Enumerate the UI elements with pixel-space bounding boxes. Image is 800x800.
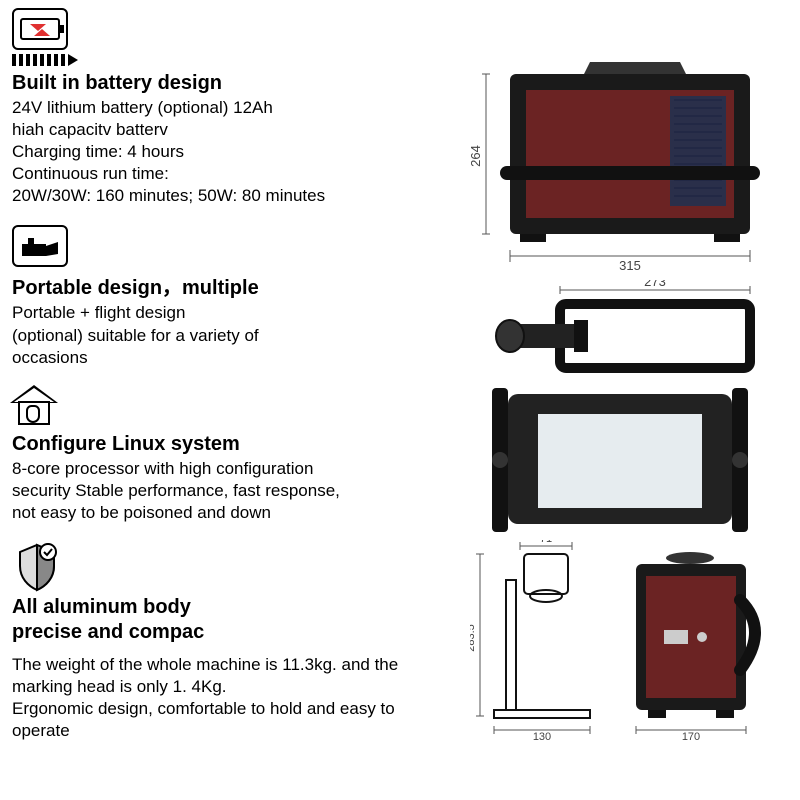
feature-text: (optional) suitable for a variety of — [12, 325, 442, 347]
feature-battery: Built in battery design 24V lithium batt… — [12, 8, 442, 207]
feature-text: not easy to be poisoned and down — [12, 502, 442, 524]
dim-label: 264 — [470, 145, 483, 167]
dim-label: 283.5 — [470, 624, 477, 652]
feature-text: 8-core processor with high configuration — [12, 458, 442, 480]
feature-title: Configure Linux system — [12, 433, 442, 456]
dim-label: 315 — [619, 258, 641, 273]
charge-indicator-icon — [12, 54, 442, 66]
feature-text: The weight of the whole machine is 11.3k… — [12, 654, 442, 676]
feature-text: 20W/30W: 160 minutes; 50W: 80 minutes — [12, 185, 442, 207]
shield-check-icon — [12, 542, 58, 590]
feature-text: operate — [12, 720, 442, 742]
feature-text: Ergonomic design, comfortable to hold an… — [12, 698, 442, 720]
feature-title: All aluminum body — [12, 596, 442, 619]
drawing-front-screen — [470, 380, 770, 540]
dim-label: 130 — [533, 731, 551, 740]
drawing-side-view: 264 315 — [470, 56, 770, 276]
feature-text: Portable + flight design — [12, 302, 442, 324]
feature-title: Portable design，multiple — [12, 271, 442, 300]
house-system-icon — [12, 387, 56, 427]
feature-text: Charging time: 4 hours — [12, 141, 442, 163]
drawing-head-top: 273 — [470, 280, 770, 380]
drawing-bottom-row: 71 283.5 130 — [470, 540, 770, 740]
feature-text: security Stable performance, fast respon… — [12, 480, 442, 502]
feature-text: Continuous run time: — [12, 163, 442, 185]
feature-portable: Portable design，multiple Portable + flig… — [12, 225, 442, 368]
feature-text: hiah capacitv batterv — [12, 119, 442, 141]
battery-icon — [12, 8, 68, 50]
dim-label: 273 — [644, 280, 666, 289]
feature-text: 24V lithium battery (optional) 12Ah — [12, 97, 442, 119]
feature-title: precise and compac — [12, 621, 442, 644]
hand-carry-icon — [12, 225, 68, 267]
dim-label: 170 — [682, 731, 700, 740]
feature-title: Built in battery design — [12, 72, 442, 95]
feature-aluminum: All aluminum body precise and compac The… — [12, 542, 442, 742]
dim-label: 71 — [540, 540, 552, 545]
feature-linux: Configure Linux system 8-core processor … — [12, 387, 442, 524]
feature-text: marking head is only 1. 4Kg. — [12, 676, 442, 698]
feature-text: occasions — [12, 347, 442, 369]
